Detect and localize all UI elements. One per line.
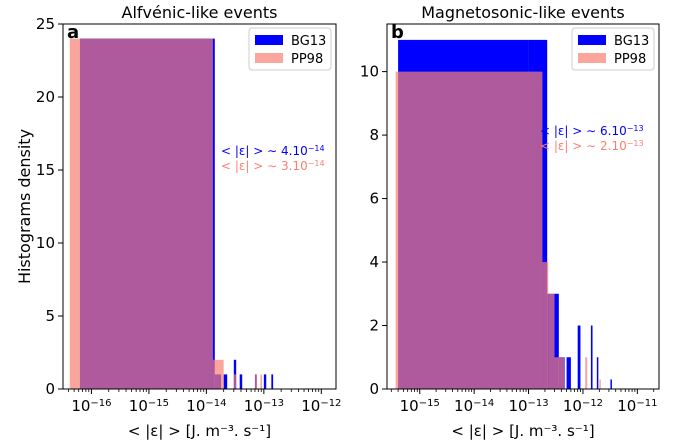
y-tick-label: 15 — [36, 161, 55, 179]
histogram-bar-bg13 — [610, 379, 612, 389]
x-axis-label-b: < |ε| > [J. m⁻³. s⁻¹] — [451, 422, 594, 440]
histogram-bars-a — [69, 38, 274, 389]
histogram-bar-pp98 — [254, 374, 257, 389]
y-tick-label: 0 — [45, 380, 55, 398]
histogram-bar-pp98 — [528, 71, 543, 390]
y-tick-label: 10 — [36, 234, 55, 252]
histogram-bar-pp98 — [233, 374, 237, 389]
legend-label-bg13: BG13 — [614, 34, 649, 49]
mean-annotation: < |ε| > ∼ 2.10−13 — [540, 139, 644, 154]
panel-letter-a: a — [67, 22, 79, 43]
histogram-bar-bg13 — [566, 357, 571, 389]
x-axis-label-a: < |ε| > [J. m⁻³. s⁻¹] — [128, 422, 271, 440]
y-tick-label: 20 — [36, 88, 55, 106]
histogram-bar-pp98 — [554, 357, 565, 389]
histogram-bar-pp98 — [599, 379, 601, 389]
histogram-bars-b — [395, 39, 612, 390]
legend-label-pp98: PP98 — [291, 52, 323, 67]
plot-frame-a — [62, 23, 337, 390]
legend-swatch-pp98 — [255, 53, 283, 63]
histogram-bar-pp98 — [79, 38, 213, 389]
legend-swatch-bg13 — [578, 35, 606, 45]
chart-title-a: Alfvénic-like events — [122, 3, 278, 22]
y-axis-label: Histograms density — [15, 129, 34, 284]
histogram-bar-bg13 — [239, 374, 243, 389]
y-axis-b: 0 2 4 6 8 10 — [360, 63, 387, 398]
histogram-bar-bg13 — [263, 374, 267, 389]
annotations-a: < |ε| > ∼ 4.10−14< |ε| > ∼ 3.10−14 — [221, 144, 325, 174]
histogram-bar-bg13 — [590, 325, 593, 389]
legend-label-pp98: PP98 — [614, 52, 646, 67]
histogram-bar-pp98 — [585, 357, 588, 389]
mean-annotation: < |ε| > ∼ 3.10−14 — [221, 159, 325, 174]
y-tick-label: 2 — [369, 317, 379, 335]
annotations-b: < |ε| > ∼ 6.10−13< |ε| > ∼ 2.10−13 — [540, 124, 644, 154]
histogram-bar-pp98 — [260, 374, 263, 389]
y-axis-a: 0 5 10 15 20 25 — [36, 15, 63, 398]
mean-annotation: < |ε| > ∼ 4.10−14 — [221, 144, 325, 159]
histogram-bar-pp98 — [212, 359, 224, 389]
legend-swatch-bg13 — [255, 35, 283, 45]
histogram-bar-pp98 — [69, 38, 80, 389]
y-tick-label: 5 — [45, 307, 55, 325]
histogram-bar-bg13 — [271, 374, 274, 389]
y-tick-label: 4 — [369, 253, 379, 271]
panel-letter-b: b — [391, 22, 404, 43]
histogram-bar-bg13 — [596, 357, 599, 389]
histogram-bar-bg13 — [577, 325, 581, 389]
histogram-bar-pp98 — [548, 293, 555, 389]
legend-a: BG13 PP98 — [248, 27, 332, 71]
y-tick-label: 25 — [36, 15, 55, 33]
y-tick-label: 10 — [360, 63, 379, 81]
legend-swatch-pp98 — [578, 53, 606, 63]
histogram-bar-pp98 — [395, 71, 529, 390]
y-tick-label: 8 — [369, 126, 379, 144]
legend-b: BG13 PP98 — [571, 27, 655, 71]
chart-title-b: Magnetosonic-like events — [421, 3, 625, 22]
legend-label-bg13: BG13 — [291, 34, 326, 49]
histogram-bar-bg13 — [223, 374, 228, 389]
mean-annotation: < |ε| > ∼ 6.10−13 — [540, 124, 644, 139]
y-tick-label: 0 — [369, 380, 379, 398]
y-tick-label: 6 — [369, 190, 379, 208]
histogram-bar-pp98 — [542, 262, 549, 389]
